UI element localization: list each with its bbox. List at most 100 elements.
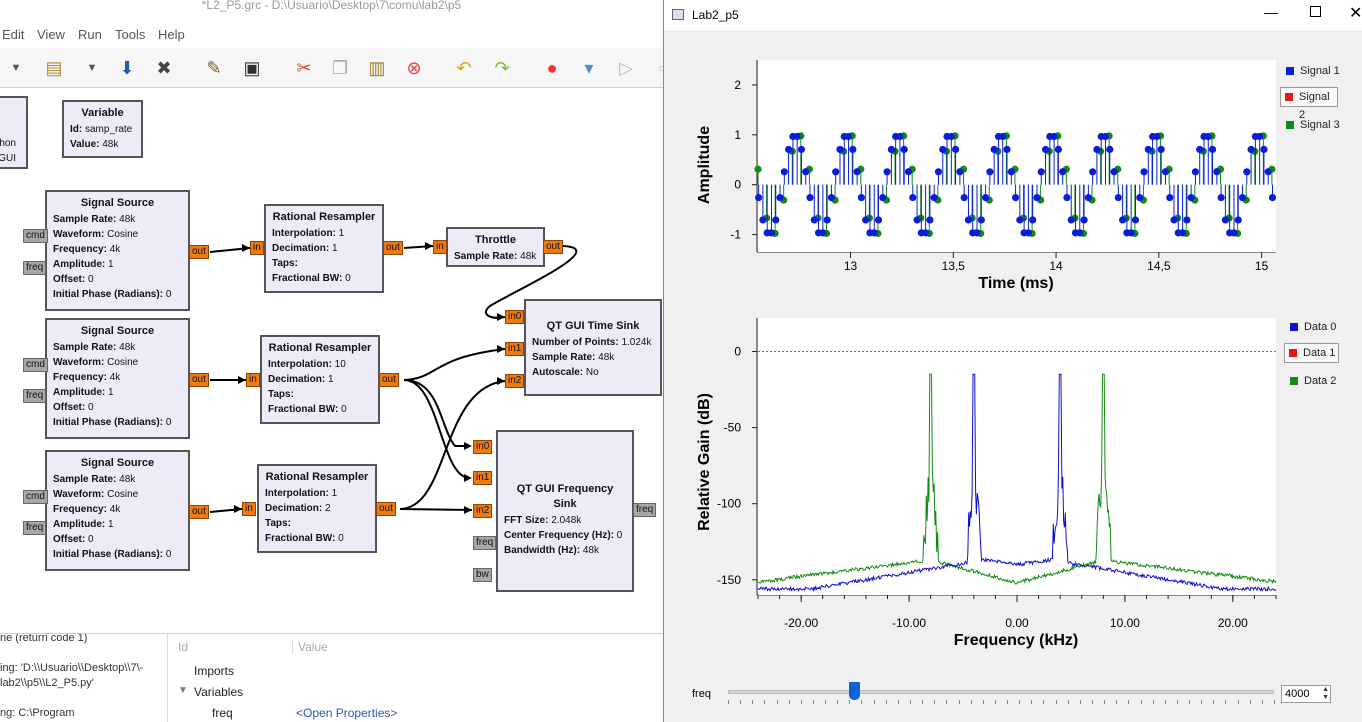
- undo-icon[interactable]: ↶: [456, 58, 472, 78]
- field-value: 0: [616, 530, 623, 541]
- qt-gui-frequency-sink-block[interactable]: QT GUI Frequency Sink FFT Size: 2.048k C…: [496, 430, 634, 592]
- copy-icon[interactable]: ❐: [331, 58, 349, 78]
- cmd-port[interactable]: cmd: [23, 490, 48, 504]
- legend-signal-1[interactable]: Signal 1: [1282, 62, 1340, 82]
- delete-icon[interactable]: ⊗: [406, 58, 422, 78]
- freq-port[interactable]: freq: [473, 536, 497, 550]
- qt-window: Lab2_p5 — ✕ 2 1 0 -1 13 13,5 14 14,5 15 Amplitu…: [663, 0, 1362, 722]
- edit-notes-icon[interactable]: ✎: [206, 58, 222, 78]
- in1-port[interactable]: in1: [473, 471, 493, 485]
- field-value: 1: [108, 387, 114, 398]
- cut-icon[interactable]: ✂: [296, 58, 312, 78]
- tree-item-imports[interactable]: Imports: [194, 664, 235, 678]
- freq-out-port[interactable]: freq: [633, 503, 657, 517]
- time-plot[interactable]: 2 1 0 -1 13 13,5 14 14,5 15 Amplitude Time (ms): [696, 60, 1277, 292]
- close-icon[interactable]: ✖: [156, 58, 172, 78]
- rational-resampler-block-3[interactable]: Rational Resampler Interpolation: 1 Deci…: [257, 464, 377, 553]
- in-port[interactable]: in: [246, 373, 260, 387]
- partial-options-block[interactable]: hon GUI: [0, 96, 28, 169]
- column-header-value[interactable]: Value: [292, 640, 328, 654]
- in0-port[interactable]: in0: [505, 310, 525, 324]
- field-value: 1: [108, 259, 114, 270]
- out-port[interactable]: out: [383, 241, 403, 255]
- menu-edit[interactable]: Edit: [2, 27, 25, 42]
- variable-block[interactable]: Variable Id: samp_rate Value: 48k: [62, 100, 143, 158]
- freq-slider-track[interactable]: [728, 690, 1274, 694]
- signal-1-point: [947, 132, 955, 141]
- signal-1-point: [1161, 168, 1170, 176]
- time-ytick-label: 2: [734, 78, 741, 92]
- signal-source-block-3[interactable]: Signal Source Sample Rate: 48k Waveform:…: [45, 450, 190, 571]
- in1-port[interactable]: in1: [505, 342, 525, 356]
- out-port[interactable]: out: [376, 502, 396, 516]
- rational-resampler-block-2[interactable]: Rational Resampler Interpolation: 10 Dec…: [260, 335, 380, 424]
- in-port[interactable]: in: [242, 502, 256, 516]
- freq-xlabel: Frequency (kHz): [954, 632, 1078, 649]
- maximize-icon[interactable]: [1310, 6, 1321, 17]
- stop-icon[interactable]: ●: [546, 58, 558, 78]
- in0-port[interactable]: in0: [473, 440, 493, 454]
- flowgraph-canvas[interactable]: hon GUI Variable Id: samp_rate Value: 48…: [0, 88, 663, 633]
- cmd-port[interactable]: cmd: [23, 358, 48, 372]
- field-label: Waveform:: [53, 357, 105, 368]
- spin-arrows-icon[interactable]: ▲ ▼: [1322, 686, 1329, 701]
- rational-resampler-block-1[interactable]: Rational Resampler Interpolation: 1 Deci…: [264, 204, 384, 293]
- save-icon[interactable]: ⬇: [119, 58, 135, 78]
- legend-signal-3[interactable]: Signal 3: [1282, 116, 1340, 136]
- qt-gui-time-sink-block[interactable]: QT GUI Time Sink Number of Points: 1.024…: [524, 299, 662, 396]
- freq-slider-thumb[interactable]: [848, 682, 860, 700]
- slider-tick: [982, 700, 984, 704]
- freq-port[interactable]: freq: [23, 521, 47, 535]
- open-dropdown-icon[interactable]: ▼: [86, 62, 98, 74]
- column-header-id[interactable]: Id: [178, 640, 189, 654]
- signal-source-block-2[interactable]: Signal Source Sample Rate: 48k Waveform:…: [45, 318, 190, 439]
- in2-port[interactable]: in2: [505, 374, 525, 388]
- legend-signal-2[interactable]: Signal 2: [1280, 87, 1338, 121]
- signal-source-block-1[interactable]: Signal Source Sample Rate: 48k Waveform:…: [45, 190, 190, 311]
- menu-tools[interactable]: Tools: [115, 27, 146, 42]
- menu-view[interactable]: View: [37, 27, 65, 42]
- out-port[interactable]: out: [189, 505, 209, 519]
- arrow-throttle-in: [425, 242, 433, 250]
- out-port[interactable]: out: [379, 373, 399, 387]
- expander-icon[interactable]: ▼: [178, 685, 188, 696]
- in-port[interactable]: in: [250, 241, 264, 255]
- out-port[interactable]: out: [543, 240, 563, 254]
- out-port[interactable]: out: [189, 245, 209, 259]
- bw-port[interactable]: bw: [473, 568, 492, 582]
- throttle-block[interactable]: Throttle Sample Rate: 48k: [446, 227, 545, 267]
- redo-icon[interactable]: ↷: [494, 58, 510, 78]
- print-icon[interactable]: ▣: [243, 58, 261, 78]
- menu-help[interactable]: Help: [158, 27, 185, 42]
- freq-spinbox[interactable]: 4000 ▲ ▼: [1281, 685, 1331, 703]
- new-dropdown-icon[interactable]: ▼: [10, 62, 22, 74]
- freq-plot[interactable]: 0-50-100-150 -20.00 -10.00 0.00 10.00 20.00 …: [696, 318, 1277, 649]
- freq-port[interactable]: freq: [23, 261, 47, 275]
- legend-data-1[interactable]: Data 1: [1284, 343, 1339, 363]
- block-title: Rational Resampler: [272, 211, 376, 223]
- in-port[interactable]: in: [433, 240, 447, 254]
- wire-res2-time-in1: [403, 348, 506, 381]
- out-port[interactable]: out: [189, 373, 209, 387]
- field-label: Taps:: [272, 258, 298, 269]
- menu-run[interactable]: Run: [78, 27, 102, 42]
- legend-data-2[interactable]: Data 2: [1286, 372, 1336, 392]
- paste-icon[interactable]: ▥: [368, 58, 386, 78]
- legend-data-0[interactable]: Data 0: [1286, 318, 1336, 338]
- close-window-icon[interactable]: ✕: [1349, 5, 1362, 22]
- in2-port[interactable]: in2: [473, 504, 493, 518]
- cmd-port[interactable]: cmd: [23, 229, 48, 243]
- generate-icon[interactable]: ▾: [584, 58, 594, 78]
- signal-1-point: [857, 193, 865, 202]
- minimize-icon[interactable]: —: [1264, 4, 1278, 20]
- open-folder-icon[interactable]: ▤: [45, 58, 63, 78]
- run-icon[interactable]: ▷: [619, 58, 633, 78]
- open-properties-link[interactable]: <Open Properties>: [296, 706, 398, 720]
- freq-canvas: [758, 318, 1276, 595]
- tree-item-freq[interactable]: freq: [212, 706, 233, 720]
- freq-ylabel: Relative Gain (dB): [696, 393, 713, 531]
- tree-item-variables[interactable]: Variables: [194, 685, 244, 699]
- kill-icon[interactable]: ▫: [658, 58, 666, 78]
- field-value: 1: [108, 519, 114, 530]
- freq-port[interactable]: freq: [23, 389, 47, 403]
